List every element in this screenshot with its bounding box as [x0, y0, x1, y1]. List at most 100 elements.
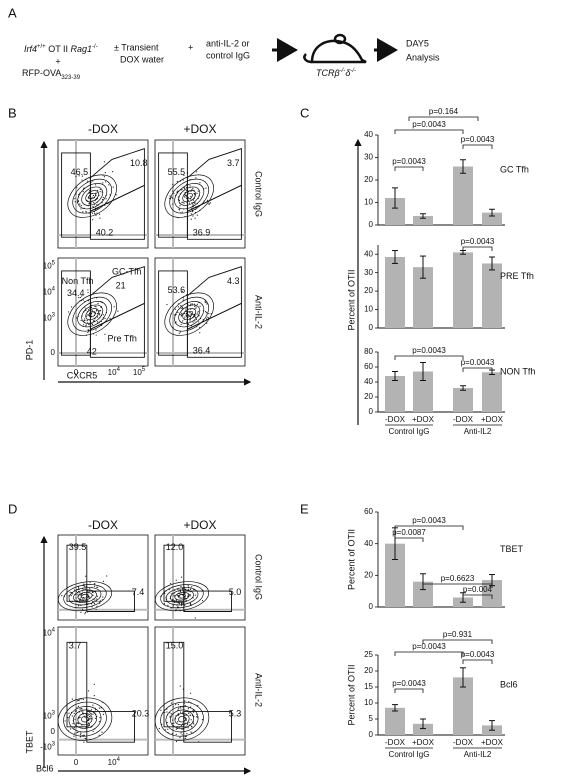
chart-title: NON Tfh — [500, 366, 535, 376]
gate-frequency: 34.4 — [67, 288, 85, 298]
event-dot — [76, 731, 78, 734]
bar — [413, 216, 433, 225]
event-dot — [89, 587, 91, 589]
gate-frequency: 53.6 — [168, 285, 186, 295]
event-dot — [85, 315, 88, 317]
plot-frame — [154, 534, 246, 621]
event-dot — [199, 182, 201, 184]
event-dot — [104, 317, 106, 320]
event-dot — [176, 191, 178, 193]
event-dot — [92, 205, 94, 208]
tick-exponent: 4 — [52, 286, 56, 292]
tick-exponent: 5 — [142, 367, 146, 373]
y-tick-label: 10 — [364, 698, 373, 707]
significance-bracket — [462, 246, 493, 251]
event-dot — [195, 318, 198, 320]
tick-base: 10 — [43, 262, 52, 271]
event-dot — [80, 611, 82, 614]
gate — [89, 266, 145, 330]
event-dot — [169, 716, 171, 718]
gate-frequency: 10.8 — [130, 158, 148, 168]
x-tick-label: 104 — [108, 367, 121, 378]
gate-frequency: 46.5 — [71, 167, 89, 177]
event-dot — [170, 713, 172, 715]
event-dot — [96, 605, 98, 607]
event-dot — [98, 707, 101, 709]
event-dot — [196, 192, 198, 194]
event-dot — [92, 194, 95, 197]
event-dot — [208, 313, 210, 315]
y-tick-label: 0 — [51, 727, 56, 736]
event-dot — [187, 200, 190, 202]
gate — [186, 184, 242, 240]
event-dot — [196, 214, 198, 216]
x-tick-label: +DOX — [412, 415, 435, 424]
event-dot — [175, 579, 177, 581]
y-tick-label: 103 — [43, 710, 56, 721]
event-dot — [191, 586, 193, 588]
event-dot — [75, 175, 77, 177]
gate-frequency: 42 — [87, 346, 97, 356]
event-dot — [184, 726, 186, 728]
event-dot — [99, 310, 102, 312]
event-dot — [99, 191, 101, 193]
event-dot — [83, 187, 85, 189]
significance-bracket — [394, 537, 424, 542]
bar — [385, 707, 405, 735]
event-dot — [74, 732, 76, 734]
superscript: +/+ — [37, 44, 46, 50]
gate-frequency: 55.5 — [168, 167, 186, 177]
event-dot — [193, 303, 195, 305]
tick-base: -10 — [40, 742, 52, 751]
contour — [169, 178, 210, 214]
event-dot — [178, 199, 181, 201]
column-header: +DOX — [183, 122, 216, 136]
event-dot — [80, 594, 82, 596]
event-dot — [113, 306, 115, 308]
event-dot — [85, 325, 87, 327]
event-dot — [196, 716, 198, 718]
event-dot — [192, 215, 194, 217]
event-dot — [92, 219, 94, 221]
event-dot — [180, 585, 182, 588]
event-dot — [102, 596, 104, 598]
event-dot — [185, 719, 188, 721]
readout: DAY5 — [406, 38, 429, 48]
event-dot — [109, 317, 111, 320]
event-dot — [184, 592, 186, 594]
event-dot — [192, 597, 194, 599]
event-dot — [172, 190, 174, 192]
event-dot — [93, 585, 96, 588]
event-dot — [173, 599, 175, 602]
event-dot — [101, 731, 103, 733]
event-dot — [186, 725, 188, 727]
superscript: -/- — [92, 44, 98, 50]
event-dot — [85, 575, 87, 577]
event-dot — [82, 698, 84, 701]
event-dot — [181, 734, 183, 736]
plot-frame — [57, 534, 149, 621]
tick-base: 10 — [43, 314, 52, 323]
contour — [178, 186, 201, 206]
event-dot — [183, 188, 186, 190]
event-dot — [180, 732, 182, 734]
event-dot — [187, 727, 189, 729]
event-dot — [181, 189, 183, 191]
event-dot — [104, 333, 106, 335]
host-gene: δ — [345, 68, 351, 78]
y-tick-label: 104 — [43, 627, 56, 638]
event-dot — [179, 313, 181, 316]
significance-bracket — [422, 583, 493, 588]
event-dot — [190, 213, 192, 215]
chart-title: Bcl6 — [500, 679, 518, 689]
event-dot — [190, 731, 192, 733]
event-dot — [182, 297, 184, 299]
event-dot — [84, 588, 86, 590]
event-dot — [70, 728, 72, 730]
p-value: p=0.0043 — [412, 346, 446, 355]
event-dot — [182, 201, 184, 203]
event-dot — [87, 300, 90, 302]
tick-base: 10 — [43, 712, 52, 721]
y-tick-label: 20 — [364, 666, 373, 675]
event-dot — [164, 711, 166, 713]
